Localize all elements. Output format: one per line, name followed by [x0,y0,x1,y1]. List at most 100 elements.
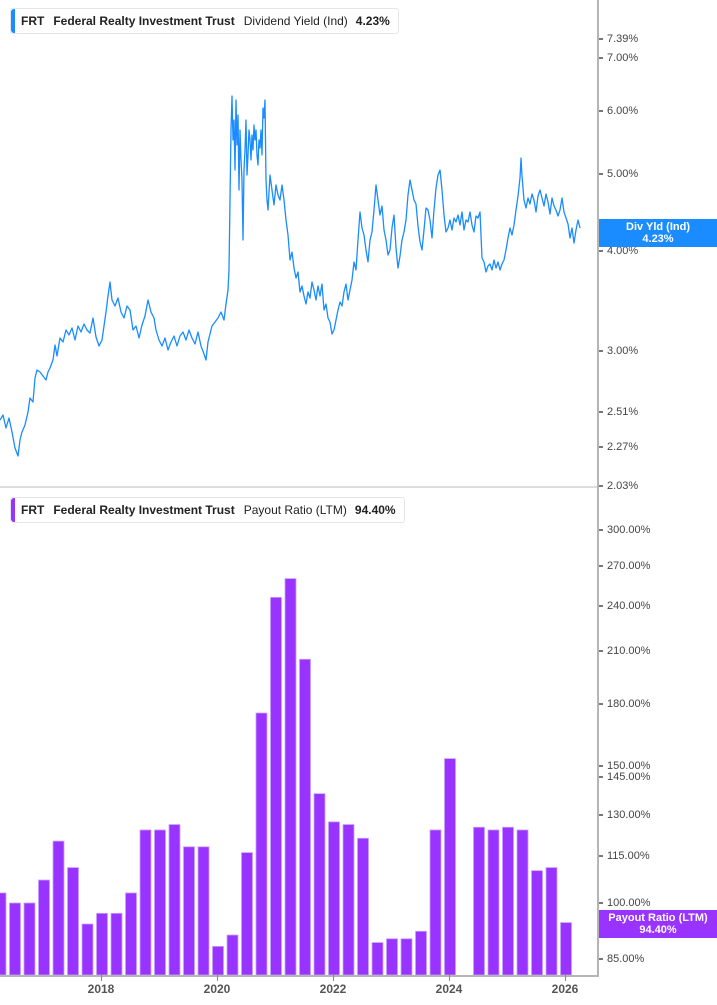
x-axis-tick [333,975,334,981]
dividend-yield-y-tick-mark [599,38,603,40]
payout-ratio-bar[interactable] [487,829,500,976]
payout-ratio-bar[interactable] [81,923,94,976]
dividend-yield-y-tick-mark [599,446,603,448]
payout-ratio-y-tick-label: 240.00% [607,600,651,612]
payout-ratio-bar[interactable] [52,840,65,976]
dividend-yield-y-tick-mark [599,110,603,112]
dividend-yield-y-tick-label: 4.00% [607,245,639,257]
payout-ratio-bar[interactable] [23,902,36,976]
payout-ratio-bar[interactable] [139,829,152,976]
payout-ratio-bar[interactable] [197,846,210,976]
dividend-yield-x-axis-line [0,486,597,488]
dividend-yield-y-tick-mark [599,350,603,352]
payout-ratio-bar[interactable] [183,846,195,976]
payout-ratio-y-tick-label: 180.00% [607,698,651,710]
series-color-swatch [11,498,15,522]
payout-ratio-bar[interactable] [531,870,543,976]
payout-ratio-bar[interactable] [545,867,558,976]
legend-value: 4.23% [355,14,390,28]
payout-ratio-bar[interactable] [444,758,456,976]
dividend-yield-y-tick-label: 7.00% [607,52,639,64]
payout-ratio-y-tick-mark [599,765,603,767]
x-axis-label: 2022 [319,982,347,996]
payout-ratio-bar[interactable] [560,922,572,976]
payout-ratio-bar[interactable] [342,824,355,976]
payout-ratio-bar[interactable] [371,942,384,976]
payout-ratio-y-tick-mark [599,703,603,705]
payout-ratio-bar-chart [0,578,572,976]
dividend-yield-legend[interactable]: FRT Federal Realty Investment Trust Divi… [10,8,399,34]
x-axis-tick [101,975,102,981]
payout-ratio-y-tick-mark [599,776,603,778]
payout-ratio-y-tick-mark [599,565,603,567]
x-axis-tick [217,975,218,981]
dividend-yield-y-tick-mark [599,485,603,487]
payout-ratio-bar[interactable] [67,867,79,976]
dividend-yield-y-tick-label: 2.51% [607,406,639,418]
payout-ratio-y-tick-mark [599,529,603,531]
payout-ratio-y-tick-mark [599,958,603,960]
payout-ratio-bar[interactable] [299,658,311,976]
payout-ratio-bar[interactable] [516,829,529,976]
payout-ratio-bar[interactable] [212,946,224,976]
dividend-yield-y-tick-mark [599,411,603,413]
payout-ratio-bar[interactable] [9,902,21,976]
payout-ratio-bar[interactable] [386,938,398,976]
legend-metric: Dividend Yield (Ind) [243,14,348,28]
dividend-yield-panel: FRT Federal Realty Investment Trust Divi… [0,0,717,490]
legend-company: Federal Realty Investment Trust [53,503,235,517]
payout-ratio-bar[interactable] [226,934,239,976]
dividend-yield-y-tick-label: 7.39% [607,33,639,45]
payout-ratio-y-axis [597,496,599,977]
payout-ratio-bar[interactable] [400,938,413,976]
payout-ratio-bar[interactable] [0,892,7,976]
payout-ratio-bar[interactable] [38,879,50,976]
dividend-yield-line [0,95,581,457]
dividend-yield-y-tick-label: 2.03% [607,480,639,492]
payout-ratio-bar[interactable] [415,930,427,976]
payout-ratio-panel: FRT Federal Realty Investment Trust Payo… [0,496,717,1005]
dividend-yield-y-tick-label: 2.27% [607,441,639,453]
payout-ratio-y-tick-label: 270.00% [607,560,651,572]
payout-ratio-bar[interactable] [241,852,253,976]
payout-ratio-legend[interactable]: FRT Federal Realty Investment Trust Payo… [10,497,405,523]
payout-ratio-bar[interactable] [255,712,268,976]
payout-ratio-bar[interactable] [357,837,369,976]
dividend-yield-y-axis [597,0,599,496]
legend-metric: Payout Ratio (LTM) [243,503,347,517]
legend-ticker: FRT [21,14,45,28]
payout-ratio-bar[interactable] [125,892,137,976]
x-axis-label: 2020 [203,982,231,996]
flag-value: 4.23% [642,233,674,245]
series-color-swatch [11,9,15,33]
payout-ratio-y-tick-label: 100.00% [607,897,651,909]
x-axis-tick [565,975,566,981]
payout-ratio-y-tick-mark [599,605,603,607]
payout-ratio-bar[interactable] [270,596,282,976]
payout-ratio-y-tick-label: 85.00% [607,953,645,965]
payout-ratio-y-tick-label: 210.00% [607,645,651,657]
x-axis-label: 2018 [87,982,115,996]
payout-ratio-bar[interactable] [284,578,297,976]
payout-ratio-bar[interactable] [313,793,326,976]
payout-ratio-y-tick-mark [599,902,603,904]
x-axis-label: 2026 [551,982,579,996]
dividend-yield-current-flag: Div Yld (Ind) 4.23% [599,219,717,247]
payout-ratio-bar[interactable] [110,912,123,976]
payout-ratio-current-flag: Payout Ratio (LTM) 94.40% [599,910,717,938]
legend-company: Federal Realty Investment Trust [53,14,235,28]
flag-label: Div Yld (Ind) [626,221,690,233]
payout-ratio-bar[interactable] [328,821,340,976]
dividend-yield-y-tick-mark [599,250,603,252]
payout-ratio-y-tick-label: 145.00% [607,771,651,783]
payout-ratio-bar[interactable] [429,829,442,976]
payout-ratio-bar[interactable] [96,912,108,976]
legend-ticker: FRT [21,503,45,517]
payout-ratio-bar[interactable] [154,829,166,976]
payout-ratio-x-axis-line [0,975,599,977]
flag-label: Payout Ratio (LTM) [608,912,708,924]
payout-ratio-bar[interactable] [502,826,514,976]
payout-ratio-bar[interactable] [473,826,485,976]
payout-ratio-bar[interactable] [168,824,181,976]
payout-ratio-y-tick-mark [599,650,603,652]
